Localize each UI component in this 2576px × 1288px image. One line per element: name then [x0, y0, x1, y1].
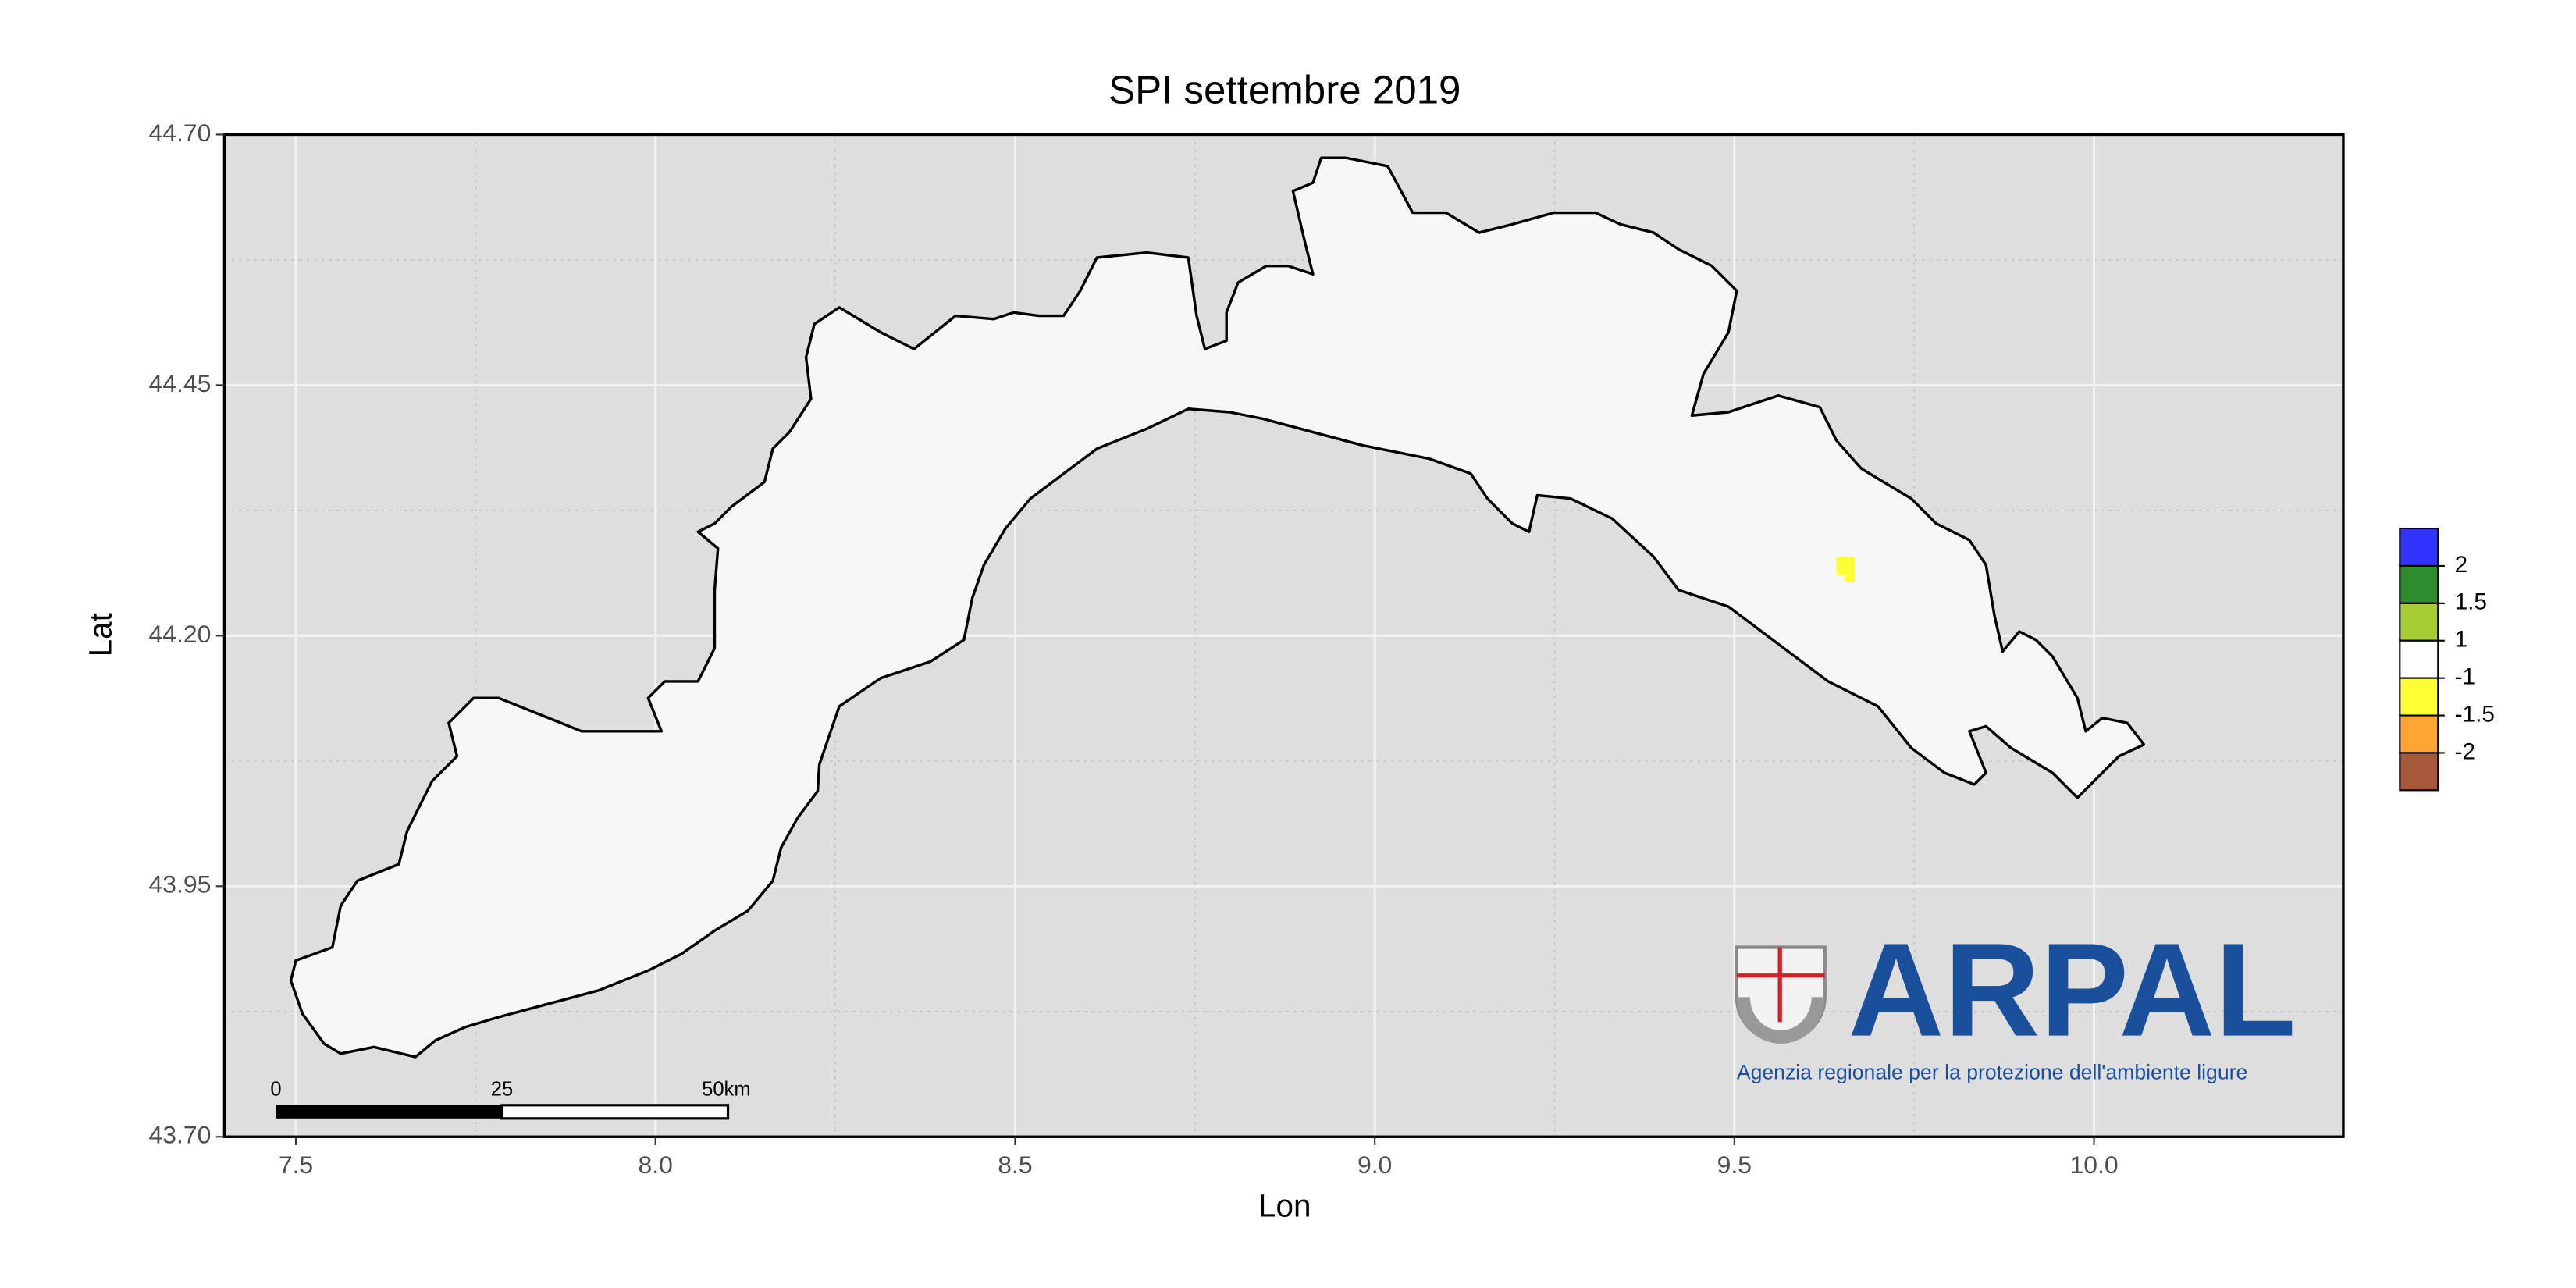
logo-arc	[1736, 997, 1825, 1044]
legend-swatch	[2399, 677, 2439, 717]
logo-name: ARPAL	[1848, 916, 2296, 1065]
map-title: SPI settembre 2019	[1108, 68, 1461, 112]
y-tick-label: 44.70	[148, 119, 211, 147]
legend-label: -2	[2455, 738, 2476, 764]
scale-label: 25	[491, 1078, 513, 1100]
x-tick-label: 8.5	[998, 1151, 1032, 1179]
x-tick-label: 9.0	[1357, 1151, 1392, 1179]
x-tick-label: 9.5	[1717, 1151, 1752, 1179]
scale-label: 50km	[702, 1078, 750, 1100]
spi-dry-cell	[1836, 557, 1855, 582]
scale-bar-white	[500, 1104, 730, 1120]
y-tick-label: 43.95	[148, 870, 211, 898]
scale-bar-black	[276, 1105, 502, 1119]
y-axis-label: Lat	[83, 613, 119, 656]
legend-label: 1	[2455, 627, 2468, 653]
y-tick-label: 44.20	[148, 620, 211, 648]
legend-swatch	[2399, 752, 2439, 792]
x-tick-label: 7.5	[279, 1151, 313, 1179]
legend-label: 2	[2455, 552, 2468, 578]
legend-swatch	[2399, 564, 2439, 604]
legend-label: -1.5	[2455, 701, 2495, 727]
legend-swatch	[2399, 714, 2439, 754]
axis-ticks: 7.5 8.0 8.5 9.0 9.5 10.0 43.70 43.95 44.20 44.45 4…	[148, 119, 2118, 1179]
liguria-region	[289, 156, 2146, 1059]
x-tick-label: 10.0	[2069, 1151, 2118, 1179]
legend-label: -1	[2455, 664, 2476, 690]
legend-swatch	[2399, 527, 2439, 567]
scale-label: 0	[270, 1078, 281, 1100]
legend: 2 1.5 1 -1 -1.5 -2	[2399, 527, 2495, 792]
legend-swatch	[2399, 639, 2439, 679]
logo-tagline: Agenzia regionale per la protezione dell…	[1737, 1060, 2247, 1083]
x-tick-label: 8.0	[639, 1151, 673, 1179]
y-tick-label: 44.45	[148, 369, 211, 397]
y-tick-label: 43.70	[148, 1121, 211, 1149]
x-axis-label: Lon	[1258, 1187, 1311, 1223]
logo: ARPAL Agenzia regionale per la protezion…	[1735, 916, 2296, 1083]
scale-bar: 0 25 50km	[270, 1078, 751, 1120]
legend-swatch	[2399, 602, 2439, 642]
legend-label: 1.5	[2455, 589, 2487, 615]
